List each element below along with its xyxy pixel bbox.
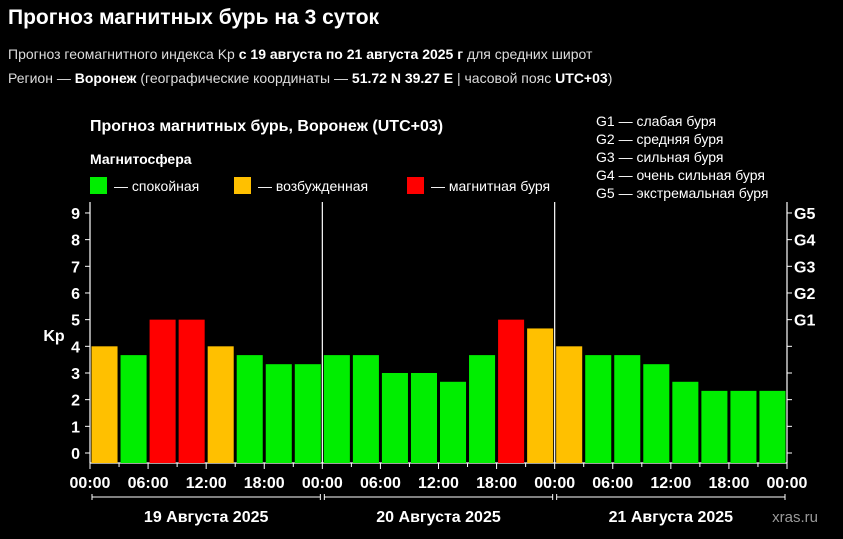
- kp-bar: [294, 364, 321, 463]
- text-segment: ): [607, 70, 613, 86]
- day-label: 20 Августа 2025: [376, 509, 501, 526]
- text-segment: 51.72 N 39.27 E: [351, 70, 454, 86]
- text-segment: (географические координаты —: [136, 70, 352, 86]
- text-segment: Воронеж: [74, 70, 137, 86]
- storm-legend-item: G2 — средняя буря: [596, 131, 723, 147]
- kp-bar: [498, 319, 525, 463]
- text-segment: для средних широт: [463, 46, 593, 62]
- kp-bar: [643, 364, 670, 463]
- kp-bar: [527, 328, 554, 463]
- y-tick-label: 6: [71, 286, 80, 303]
- kp-bar: [352, 355, 379, 463]
- kp-bar: [614, 355, 641, 463]
- kp-bar: [410, 372, 437, 463]
- text-segment: UTC+03: [555, 70, 608, 86]
- day-label: 19 Августа 2025: [144, 509, 269, 526]
- storm-level-label: G4: [794, 233, 815, 250]
- kp-bar: [672, 381, 699, 463]
- kp-bar: [120, 355, 147, 463]
- x-tick-label: 00:00: [767, 475, 808, 492]
- legend-swatch: [234, 177, 251, 194]
- chart-title: Прогноз магнитных бурь, Воронеж (UTC+03): [90, 118, 443, 135]
- page-title: Прогноз магнитных бурь на 3 суток: [8, 6, 380, 29]
- x-tick-label: 18:00: [476, 475, 517, 492]
- x-tick-label: 06:00: [128, 475, 169, 492]
- storm-legend-item: G1 — слабая буря: [596, 113, 716, 129]
- x-tick-label: 18:00: [244, 475, 285, 492]
- legend-label: — магнитная буря: [431, 178, 550, 194]
- x-tick-label: 00:00: [302, 475, 343, 492]
- watermark: xras.ru: [772, 509, 818, 526]
- legend-swatch: [90, 177, 107, 194]
- kp-bar: [91, 346, 118, 463]
- forecast-subtitle: Прогноз геомагнитного индекса Kp с 19 ав…: [8, 46, 592, 62]
- x-tick-label: 00:00: [534, 475, 575, 492]
- kp-bar: [440, 381, 467, 463]
- kp-bar: [556, 346, 583, 463]
- y-tick-label: 2: [71, 393, 80, 410]
- y-tick-label: 4: [71, 339, 80, 356]
- kp-bar: [178, 319, 205, 463]
- kp-bar: [381, 372, 408, 463]
- x-tick-label: 12:00: [418, 475, 459, 492]
- x-tick-label: 12:00: [650, 475, 691, 492]
- storm-level-label: G1: [794, 313, 815, 330]
- kp-bar: [149, 319, 176, 463]
- legend: — спокойная — возбужденная — магнитная бур…: [90, 177, 550, 194]
- text-segment: Регион —: [8, 70, 75, 86]
- kp-bar: [701, 390, 728, 463]
- kp-bar: [759, 390, 786, 463]
- y-tick-label: 8: [71, 233, 80, 250]
- y-tick-label: 1: [71, 419, 80, 436]
- text-segment: Прогноз геомагнитного индекса Kp: [8, 46, 239, 62]
- day-label: 21 Августа 2025: [609, 509, 734, 526]
- storm-level-label: G5: [794, 206, 815, 223]
- x-tick-label: 06:00: [592, 475, 633, 492]
- legend-title: Магнитосфера: [90, 151, 192, 167]
- y-axis-label: Kp: [43, 328, 65, 345]
- y-tick-label: 3: [71, 366, 80, 383]
- storm-level-label: G2: [794, 286, 815, 303]
- storm-scale-legend: G1 — слабая буря G2 — средняя буря G3 — си…: [596, 113, 769, 201]
- kp-bar: [469, 355, 496, 463]
- legend-label: — возбужденная: [258, 178, 368, 194]
- legend-swatch: [407, 177, 424, 194]
- x-tick-label: 12:00: [186, 475, 227, 492]
- storm-legend-item: G4 — очень сильная буря: [596, 167, 765, 183]
- y-tick-label: 0: [71, 446, 80, 463]
- plot-area: 0 1 2 3 4 5 6 7 8 9 G1 G2 G3 G4 G5 00:00 06:00 12:00 18:00…: [70, 202, 815, 526]
- legend-label: — спокойная: [114, 178, 199, 194]
- text-segment: с 19 августа по 21 августа 2025 г: [238, 46, 464, 62]
- region-info: Регион — Воронеж (географические координ…: [8, 70, 612, 86]
- kp-bar: [323, 355, 350, 463]
- x-tick-label: 18:00: [708, 475, 749, 492]
- storm-level-label: G3: [794, 259, 815, 276]
- kp-bar: [585, 355, 612, 463]
- storm-legend-item: G5 — экстремальная буря: [596, 185, 769, 201]
- kp-bar: [236, 355, 263, 463]
- kp-bar: [207, 346, 234, 463]
- y-tick-label: 9: [71, 206, 80, 223]
- kp-bar: [265, 364, 292, 463]
- x-tick-label: 06:00: [360, 475, 401, 492]
- y-tick-label: 5: [71, 313, 80, 330]
- x-tick-label: 00:00: [70, 475, 111, 492]
- storm-legend-item: G3 — сильная буря: [596, 149, 724, 165]
- text-segment: | часовой пояс: [453, 70, 556, 86]
- y-tick-label: 7: [71, 259, 80, 276]
- kp-bar: [730, 390, 757, 463]
